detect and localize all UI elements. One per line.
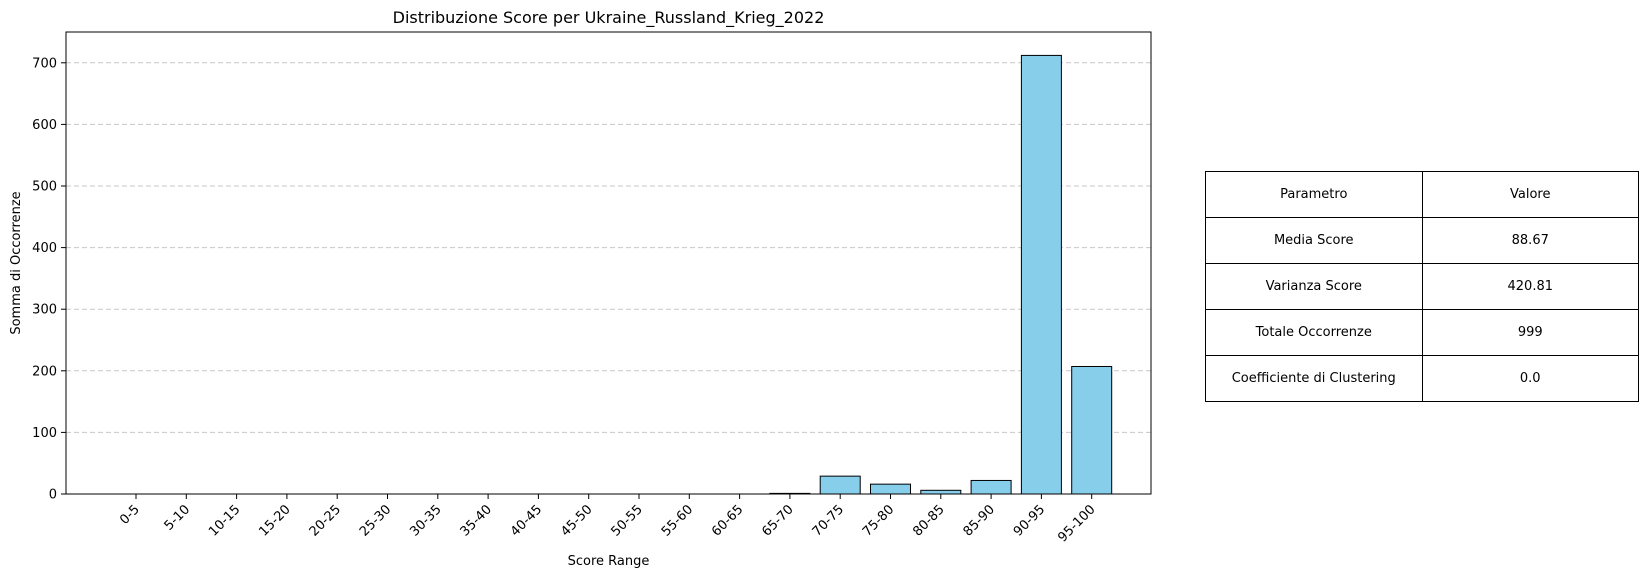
table-cell-parameter: Totale Occorrenze — [1205, 309, 1423, 356]
x-tick-label: 65-70 — [759, 502, 796, 539]
y-tick-label: 300 — [32, 303, 57, 318]
table-cell-parameter: Coefficiente di Clustering — [1205, 355, 1423, 402]
x-tick-label: 85-90 — [961, 502, 998, 539]
x-tick-label: 70-75 — [810, 502, 847, 539]
x-tick-label: 45-50 — [558, 502, 595, 539]
bar-chart: 0 100 200 300 400 500 600 700 0-5 5-10 10-15 15-20… — [9, 8, 1152, 569]
grid-lines — [66, 62, 1151, 433]
x-tick-label: 95-100 — [1055, 502, 1098, 545]
table-row: Media Score 88.67 — [1205, 217, 1639, 264]
y-tick-label: 500 — [32, 180, 57, 195]
bar-75-80 — [870, 483, 911, 495]
table-cell-value: 88.67 — [1421, 217, 1639, 264]
x-tick-label: 50-55 — [609, 502, 646, 539]
x-tick-label: 15-20 — [256, 502, 293, 539]
y-tick-label: 0 — [49, 488, 57, 503]
y-tick-label: 700 — [32, 56, 57, 71]
x-tick-label: 0-5 — [117, 502, 143, 528]
table-cell-value: 420.81 — [1421, 263, 1639, 310]
bar-70-75 — [819, 475, 861, 495]
y-tick-label: 400 — [32, 241, 57, 256]
bar-85-90 — [970, 479, 1012, 495]
x-tick-label: 20-25 — [307, 502, 344, 539]
x-tick-label: 75-80 — [860, 502, 897, 539]
y-axis-ticks: 0 100 200 300 400 500 600 700 — [32, 56, 66, 503]
bar-80-85 — [920, 489, 962, 495]
x-tick-label: 35-40 — [458, 502, 495, 539]
table-cell-parameter: Varianza Score — [1205, 263, 1423, 310]
table-row: Totale Occorrenze 999 — [1205, 309, 1639, 356]
bars — [769, 54, 1113, 495]
table-header-valore: Valore — [1421, 171, 1639, 218]
bar-90-95 — [1020, 54, 1062, 495]
y-tick-label: 200 — [32, 364, 57, 379]
x-tick-label: 90-95 — [1011, 502, 1048, 539]
table-cell-value: 999 — [1421, 309, 1639, 356]
x-axis-ticks: 0-5 5-10 10-15 15-20 20-25 25-30 30-35 35-40 40-… — [117, 494, 1099, 545]
x-tick-label: 5-10 — [162, 502, 193, 533]
table-cell-parameter: Media Score — [1205, 217, 1423, 264]
x-tick-label: 30-35 — [407, 502, 444, 539]
table-row: Coefficiente di Clustering 0.0 — [1205, 355, 1639, 402]
y-tick-label: 600 — [32, 118, 57, 133]
table-cell-value: 0.0 — [1421, 355, 1639, 402]
x-tick-label: 55-60 — [659, 502, 696, 539]
x-tick-label: 10-15 — [206, 502, 243, 539]
x-tick-label: 25-30 — [357, 502, 394, 539]
y-tick-label: 100 — [32, 426, 57, 441]
x-tick-label: 60-65 — [709, 502, 746, 539]
x-tick-label: 40-45 — [508, 502, 545, 539]
table-row: Varianza Score 420.81 — [1205, 263, 1639, 310]
table-header-row: Parametro Valore — [1205, 171, 1639, 218]
bar-95-100 — [1071, 365, 1113, 495]
y-axis-label: Somma di Occorrenze — [9, 191, 24, 334]
x-tick-label: 80-85 — [910, 502, 947, 539]
stats-table: Parametro Valore Media Score 88.67 Varia… — [1205, 171, 1639, 402]
plot-frame — [65, 31, 1152, 495]
chart-title: Distribuzione Score per Ukraine_Russland… — [393, 8, 825, 28]
x-axis-label: Score Range — [568, 554, 650, 569]
table-header-parametro: Parametro — [1205, 171, 1423, 218]
